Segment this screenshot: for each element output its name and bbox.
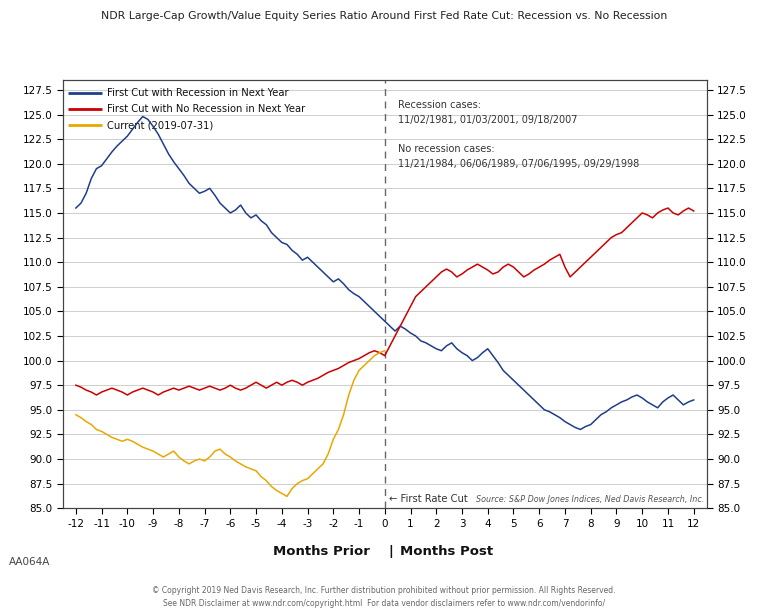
Text: ← First Rate Cut: ← First Rate Cut: [389, 494, 468, 505]
Text: NDR Large-Cap Growth/Value Equity Series Ratio Around First Fed Rate Cut: Recess: NDR Large-Cap Growth/Value Equity Series…: [101, 11, 667, 21]
Text: Current (2019-07-31): Current (2019-07-31): [107, 120, 213, 131]
Text: Months Prior: Months Prior: [273, 545, 369, 558]
Text: First Cut with Recession in Next Year: First Cut with Recession in Next Year: [107, 88, 288, 98]
Text: First Cut with No Recession in Next Year: First Cut with No Recession in Next Year: [107, 104, 305, 114]
Text: AA064A: AA064A: [9, 557, 51, 567]
Text: Recession cases:
11/02/1981, 01/03/2001, 09/18/2007

No recession cases:
11/21/1: Recession cases: 11/02/1981, 01/03/2001,…: [398, 100, 639, 169]
Text: © Copyright 2019 Ned Davis Research, Inc. Further distribution prohibited withou: © Copyright 2019 Ned Davis Research, Inc…: [152, 586, 616, 608]
Text: Months Post: Months Post: [400, 545, 493, 558]
Text: |: |: [389, 545, 393, 558]
Text: Source: S&P Dow Jones Indices, Ned Davis Research, Inc.: Source: S&P Dow Jones Indices, Ned Davis…: [475, 495, 704, 505]
